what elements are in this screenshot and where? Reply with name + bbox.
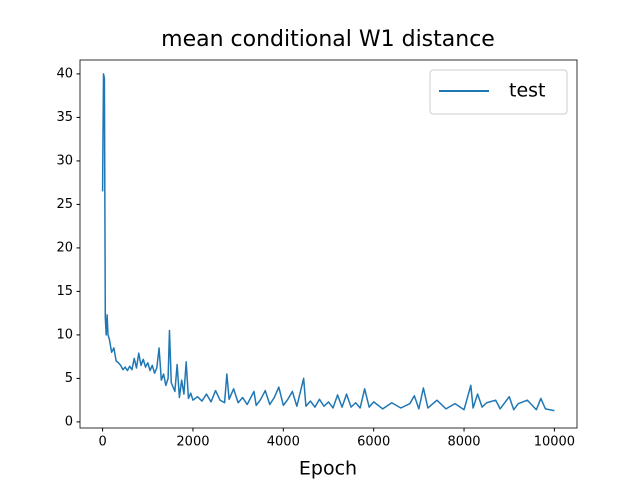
- x-tick-label: 10000: [534, 435, 575, 450]
- y-tick-label: 10: [56, 327, 73, 342]
- y-tick-label: 25: [56, 197, 73, 212]
- y-tick-label: 20: [56, 240, 73, 255]
- chart-title: mean conditional W1 distance: [161, 27, 495, 52]
- x-axis-label: Epoch: [299, 458, 357, 480]
- axes-frame: [79, 59, 578, 429]
- line-series: [101, 73, 555, 412]
- legend-label: test: [509, 80, 546, 102]
- x-tick-label: 4000: [267, 435, 300, 450]
- y-tick-label: 30: [56, 153, 73, 168]
- y-tick-label: 0: [65, 414, 73, 429]
- x-tick-label: 2000: [176, 435, 209, 450]
- y-tick-label: 40: [56, 66, 73, 81]
- y-tick-label: 5: [65, 371, 73, 386]
- x-tick-label: 0: [98, 435, 106, 450]
- x-tick-label: 8000: [447, 435, 480, 450]
- y-tick-label: 35: [56, 110, 73, 125]
- y-tick-label: 15: [56, 284, 73, 299]
- x-tick-label: 6000: [357, 435, 390, 450]
- legend-box: [429, 69, 568, 115]
